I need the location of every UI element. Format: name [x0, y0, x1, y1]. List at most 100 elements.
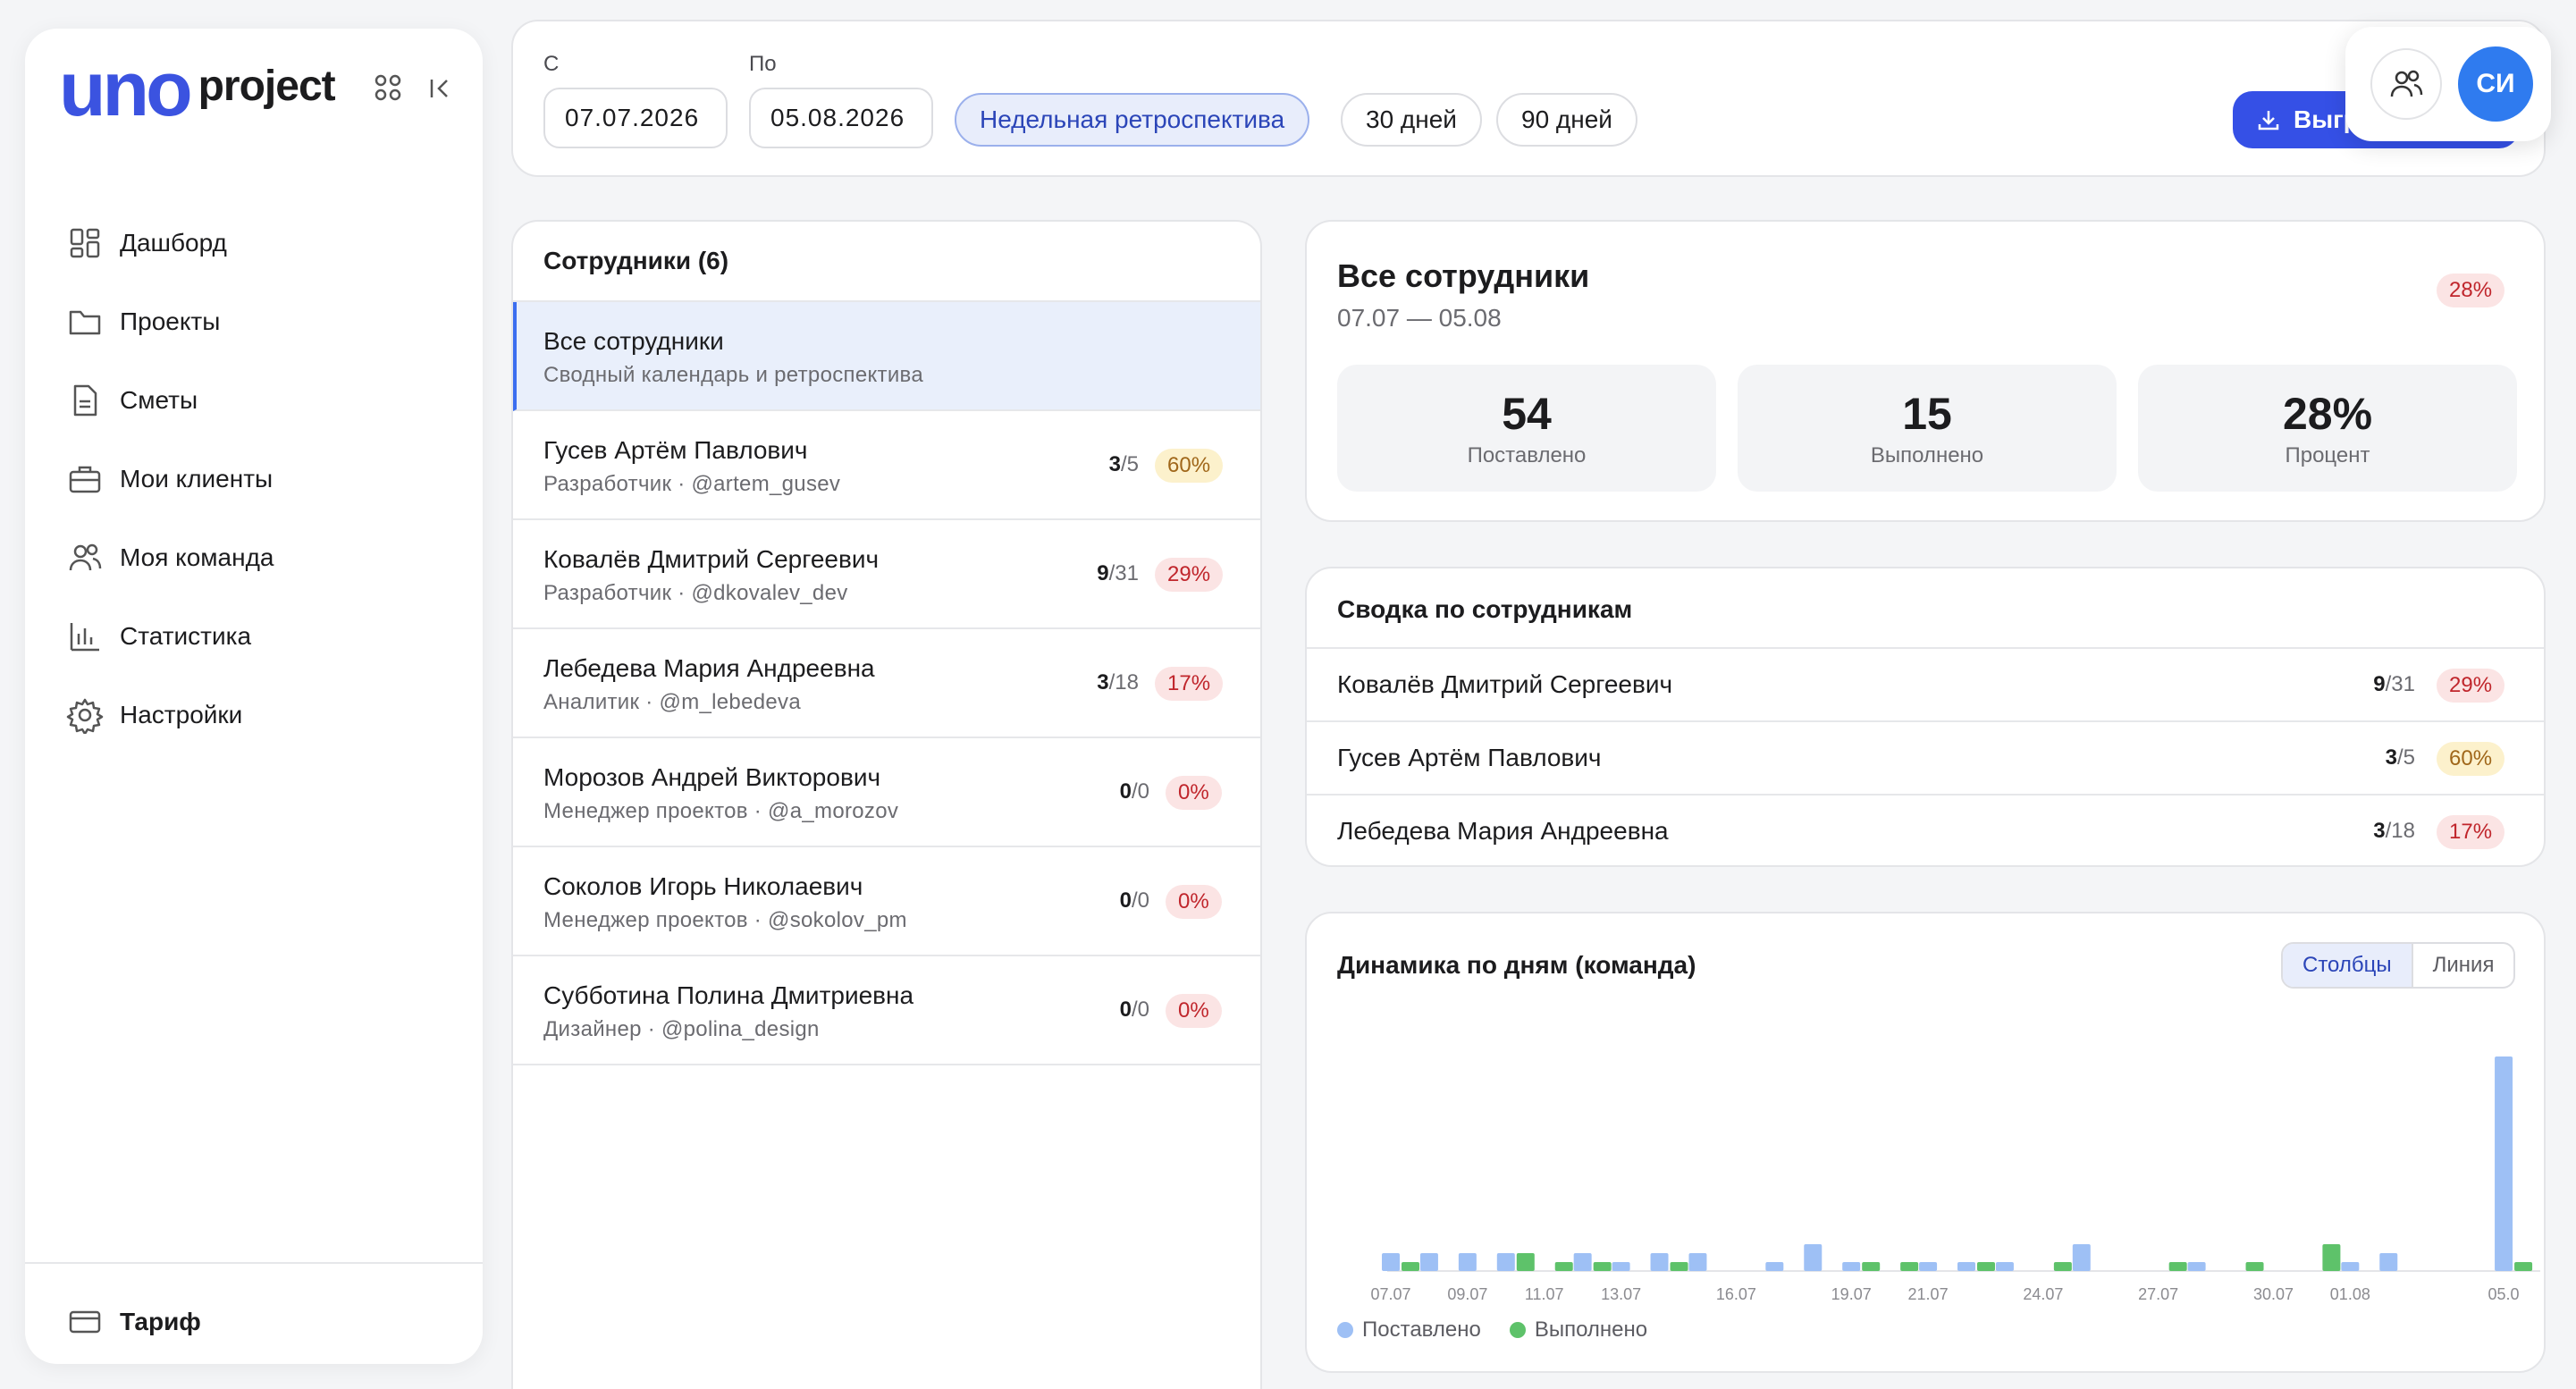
bar-done[interactable] — [1516, 1253, 1535, 1271]
bar-assigned[interactable] — [1919, 1262, 1938, 1271]
sidebar-item-team[interactable]: Моя команда — [66, 518, 465, 597]
bar-assigned[interactable] — [1612, 1262, 1630, 1271]
summary-row-count: 3/5 — [2386, 745, 2415, 770]
employee-sub: Аналитик · @m_lebedeva — [543, 690, 801, 714]
bar-done[interactable] — [1402, 1262, 1419, 1271]
stat-percent: 28% Процент — [2138, 365, 2517, 492]
bar-assigned[interactable] — [2187, 1262, 2206, 1271]
sidebar-item-estimates[interactable]: Сметы — [66, 361, 465, 440]
collapse-sidebar-icon[interactable] — [425, 73, 456, 104]
apps-grid-icon[interactable] — [374, 73, 402, 102]
chip-30-days[interactable]: 30 дней — [1341, 93, 1482, 147]
bar-assigned[interactable] — [2072, 1244, 2091, 1271]
bar-done[interactable] — [1593, 1262, 1612, 1271]
bar-assigned[interactable] — [1458, 1253, 1477, 1271]
summary-row-count: 9/31 — [2373, 672, 2415, 697]
summary-badge: 28% — [2437, 274, 2505, 307]
sidebar-item-tariff[interactable]: Тариф — [66, 1303, 201, 1341]
bar-done[interactable] — [1670, 1262, 1688, 1271]
bar-done[interactable] — [1862, 1262, 1881, 1271]
employee-row[interactable]: Морозов Андрей Викторович Менеджер проект… — [513, 738, 1260, 847]
sidebar-item-clients[interactable]: Мои клиенты — [66, 440, 465, 518]
bar-done[interactable] — [1554, 1262, 1573, 1271]
chip-90-days[interactable]: 90 дней — [1496, 93, 1637, 147]
bar-assigned[interactable] — [1995, 1262, 2014, 1271]
logo[interactable]: uno project — [59, 51, 336, 128]
avatar[interactable]: СИ — [2458, 46, 2533, 122]
count-done: 9 — [1097, 561, 1109, 585]
download-icon — [2258, 111, 2279, 130]
bar-assigned[interactable] — [1382, 1253, 1400, 1271]
bar-done[interactable] — [1977, 1262, 1995, 1271]
sidebar-item-settings[interactable]: Настройки — [66, 676, 465, 754]
toggle-line[interactable]: Линия — [2411, 944, 2514, 987]
dynamics-chart: 07.07 09.07 11.07 13.07 16.07 19.07 21.07 24.07… — [1370, 1056, 2540, 1303]
x-tick-label: 13.07 — [1601, 1285, 1641, 1303]
sidebar-item-label: Статистика — [120, 622, 252, 650]
date-from-input[interactable]: 07.07.2026 — [543, 88, 728, 148]
employee-name: Лебедева Мария Андреевна — [543, 654, 875, 682]
bar-assigned[interactable] — [1419, 1253, 1438, 1271]
bar-done[interactable] — [2245, 1262, 2264, 1271]
summary-title: Все сотрудники — [1337, 257, 1590, 294]
summary-row-badge: 17% — [2437, 815, 2505, 849]
stat-assigned: 54 Поставлено — [1337, 365, 1716, 492]
count-total: /5 — [2396, 745, 2415, 770]
employee-row[interactable]: Соколов Игорь Николаевич Менеджер проекто… — [513, 847, 1260, 956]
summary-row[interactable]: Лебедева Мария Андреевна 3/18 17% — [1307, 794, 2544, 867]
employee-row[interactable]: Субботина Полина Дмитриевна Дизайнер · @p… — [513, 956, 1260, 1065]
count-total: /5 — [1120, 452, 1139, 476]
bar-assigned[interactable] — [1573, 1253, 1592, 1271]
bar-assigned[interactable] — [1650, 1253, 1669, 1271]
credit-card-icon — [69, 1310, 101, 1334]
count-total: /31 — [2385, 672, 2415, 696]
employee-percent-badge: 17% — [1155, 667, 1224, 701]
bar-done[interactable] — [2322, 1244, 2341, 1271]
stat-label: Процент — [2285, 443, 2370, 467]
sidebar-item-statistics[interactable]: Статистика — [66, 597, 465, 676]
count-total: /18 — [2385, 819, 2415, 843]
bar-assigned[interactable] — [1765, 1262, 1784, 1271]
bar-done[interactable] — [2168, 1262, 2187, 1271]
date-to-input[interactable]: 05.08.2026 — [749, 88, 933, 148]
x-tick-label: 30.07 — [2253, 1285, 2294, 1303]
sidebar-item-projects[interactable]: Проекты — [66, 282, 465, 361]
sidebar-item-dashboard[interactable]: Дашборд — [66, 204, 465, 282]
employee-summary-title: Сводка по сотрудникам — [1337, 595, 1633, 623]
sidebar-item-label: Сметы — [120, 386, 198, 414]
sidebar-item-label: Дашборд — [120, 229, 227, 257]
toggle-bars[interactable]: Столбцы — [2283, 944, 2412, 987]
employee-row[interactable]: Ковалёв Дмитрий Сергеевич Разработчик · @… — [513, 520, 1260, 629]
x-tick-label: 07.07 — [1370, 1285, 1410, 1303]
logo-project: project — [198, 62, 336, 110]
bar-assigned[interactable] — [1496, 1253, 1515, 1271]
summary-row[interactable]: Гусев Артём Павлович 3/5 60% — [1307, 720, 2544, 794]
bar-assigned[interactable] — [2379, 1253, 2398, 1271]
bar-done[interactable] — [1900, 1262, 1919, 1271]
summary-row-count: 3/18 — [2373, 819, 2415, 844]
bar-assigned[interactable] — [1804, 1244, 1823, 1271]
employee-row[interactable]: Лебедева Мария Андреевна Аналитик · @m_le… — [513, 629, 1260, 738]
team-switch-button[interactable] — [2370, 48, 2442, 120]
count-done: 0 — [1119, 888, 1132, 913]
x-tick-label: 21.07 — [1908, 1285, 1949, 1303]
bar-assigned[interactable] — [1957, 1262, 1975, 1271]
bar-assigned[interactable] — [2495, 1056, 2513, 1271]
chip-weekly-retro[interactable]: Недельная ретроспектива — [955, 93, 1310, 147]
chart-legend: Поставлено Выполнено — [1337, 1317, 1676, 1343]
sidebar-item-label: Настройки — [120, 701, 243, 728]
employee-sub: Сводный календарь и ретроспектива — [543, 363, 923, 387]
employee-percent-badge: 0% — [1166, 994, 1222, 1028]
bar-assigned[interactable] — [2341, 1262, 2360, 1271]
gear-icon — [66, 698, 104, 734]
bar-assigned[interactable] — [1842, 1262, 1861, 1271]
legend-label: Выполнено — [1534, 1317, 1648, 1342]
bar-done[interactable] — [2514, 1262, 2533, 1271]
summary-row[interactable]: Ковалёв Дмитрий Сергеевич 9/31 29% — [1307, 647, 2544, 720]
employee-row[interactable]: Гусев Артём Павлович Разработчик · @artem… — [513, 411, 1260, 520]
chart-mode-toggle: Столбцы Линия — [2281, 942, 2516, 989]
bar-assigned[interactable] — [1688, 1253, 1707, 1271]
employee-row-all[interactable]: Все сотрудники Сводный календарь и ретро… — [513, 302, 1260, 411]
chart-icon — [70, 623, 99, 652]
bar-done[interactable] — [2053, 1262, 2072, 1271]
